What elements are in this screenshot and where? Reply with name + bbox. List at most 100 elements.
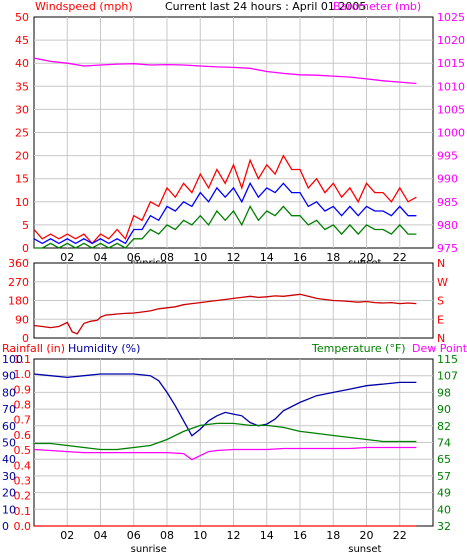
y-right-tick-label: 115 (437, 353, 458, 366)
wind-barometer-chart: Windspeed (mph) Current last 24 hours : … (15, 0, 465, 269)
x-tick-label: 18 (326, 529, 340, 542)
temp-grid (34, 359, 433, 526)
y-left-tick-label: 0.1 (14, 505, 32, 518)
x-tick-label: 18 (326, 251, 340, 264)
direction-degree-ticks: 0 90 180 270 360 (8, 257, 29, 345)
y-left-tick-label: 60 (2, 420, 16, 433)
y-right-tick-label: 49 (437, 487, 451, 500)
x-tick-label: 12 (227, 251, 241, 264)
y-right-tick-label: 975 (437, 242, 458, 255)
sunset-marker: sunset (348, 544, 381, 555)
y-left-tick-label: 100 (2, 353, 23, 366)
y-left-tick-label: 0.8 (14, 399, 32, 412)
barometer-line (33, 57, 417, 85)
x-tick-label: 16 (293, 529, 307, 542)
y-right-tick-label: E (437, 313, 444, 326)
y-left-tick-label: 0.7 (14, 414, 32, 427)
windspeed-ticks: 0 5 10 15 20 25 30 35 40 45 50 (15, 11, 29, 255)
y-right-tick-label: S (437, 295, 444, 308)
y-left-tick-label: 0.6 (14, 429, 32, 442)
y-right-tick-label: 1020 (437, 34, 465, 47)
humidity-line (33, 373, 417, 437)
y-right-tick-label: 1010 (437, 80, 465, 93)
sunrise-marker: sunrise (131, 544, 167, 555)
temperature-ticks: 32 40 49 57 65 74 82 90 98 107 115 (437, 353, 458, 533)
y-left-tick-label: 40 (2, 453, 16, 466)
y-right-tick-label: 40 (437, 503, 451, 516)
y-left-tick-label: 0.0 (14, 520, 32, 533)
x-tick-label: 12 (227, 529, 241, 542)
x-tick-label: 16 (293, 251, 307, 264)
y-left-tick-label: 0.4 (14, 459, 32, 472)
y-left-tick-label: 45 (15, 34, 29, 47)
x-tick-label: 08 (160, 251, 174, 264)
y-right-tick-label: N (437, 332, 445, 345)
temperature-line (34, 422, 417, 451)
wind_low-line (34, 204, 417, 249)
temp-series (33, 373, 417, 527)
y-left-tick-label: 90 (15, 313, 29, 326)
rainfall-axis-label: Rainfall (in) (2, 342, 65, 355)
y-left-tick-label: 50 (2, 437, 16, 450)
y-left-tick-label: 90 (2, 370, 16, 383)
direction-line (33, 293, 417, 335)
wind_gust-line (33, 154, 417, 245)
y-right-tick-label: 65 (437, 453, 451, 466)
y-right-tick-label: 1005 (437, 103, 465, 116)
y-left-tick-label: 180 (8, 295, 29, 308)
y-left-tick-label: 70 (2, 403, 16, 416)
barometer-axis-label: Barometer (mb) (333, 0, 421, 13)
y-left-tick-label: 0 (2, 520, 9, 533)
x-tick-label: 06 (127, 529, 141, 542)
x-tick-label: 20 (360, 529, 374, 542)
y-left-tick-label: 360 (8, 257, 29, 270)
y-right-tick-label: 1015 (437, 57, 465, 70)
x-tick-label: 04 (94, 251, 108, 264)
x-tick-label: 22 (393, 251, 407, 264)
y-left-tick-label: 25 (15, 127, 29, 140)
x-tick-label: 02 (60, 529, 74, 542)
y-right-tick-label: 107 (437, 370, 458, 383)
y-left-tick-label: 5 (22, 219, 29, 232)
wind_avg-line (33, 181, 417, 245)
temperature-axis-label: Temperature (°F) (311, 342, 406, 355)
x-tick-label: 02 (60, 251, 74, 264)
y-left-tick-label: 30 (15, 103, 29, 116)
y-left-tick-label: 0.5 (14, 444, 32, 457)
y-left-tick-label: 10 (2, 503, 16, 516)
y-right-tick-label: 32 (437, 520, 451, 533)
y-left-tick-label: 80 (2, 386, 16, 399)
y-left-tick-label: 0.3 (14, 474, 32, 487)
x-tick-label: 22 (393, 529, 407, 542)
wind-x-ticks: 02 04 06 08 10 12 14 16 18 20 22 (60, 251, 407, 264)
y-left-tick-label: 50 (15, 11, 29, 24)
y-right-tick-label: N (437, 257, 445, 270)
dewpoint-line (33, 446, 417, 461)
y-left-tick-label: 35 (15, 80, 29, 93)
x-tick-label: 10 (193, 251, 207, 264)
x-tick-label: 10 (193, 529, 207, 542)
x-tick-label: 14 (260, 251, 274, 264)
direction-grid (34, 263, 433, 338)
y-right-tick-label: 995 (437, 150, 458, 163)
y-right-tick-label: W (437, 276, 448, 289)
y-right-tick-label: 90 (437, 403, 451, 416)
x-tick-label: 06 (127, 251, 141, 264)
y-right-tick-label: 57 (437, 470, 451, 483)
y-left-tick-label: 20 (15, 150, 29, 163)
x-tick-label: 20 (360, 251, 374, 264)
y-left-tick-label: 1.0 (14, 368, 32, 381)
humidity-axis-label: Humidity (%) (68, 342, 140, 355)
x-tick-label: 04 (94, 529, 108, 542)
x-tick-label: 08 (160, 529, 174, 542)
y-left-tick-label: 0 (22, 242, 29, 255)
y-right-tick-label: 990 (437, 173, 458, 186)
temp-x-ticks: 02 04 06 08 10 12 14 16 18 20 22 (60, 529, 407, 542)
dewpoint-axis-label: Dew Point (412, 342, 467, 355)
y-left-tick-label: 0.2 (14, 490, 32, 503)
y-right-tick-label: 985 (437, 196, 458, 209)
humidity-ticks: 0.0 0.1 0.2 0.3 0.4 0.5 0.6 0.7 0.8 0.9 1.0 1.1 0 10 2… (2, 353, 31, 533)
windspeed-axis-label: Windspeed (mph) (35, 0, 133, 13)
